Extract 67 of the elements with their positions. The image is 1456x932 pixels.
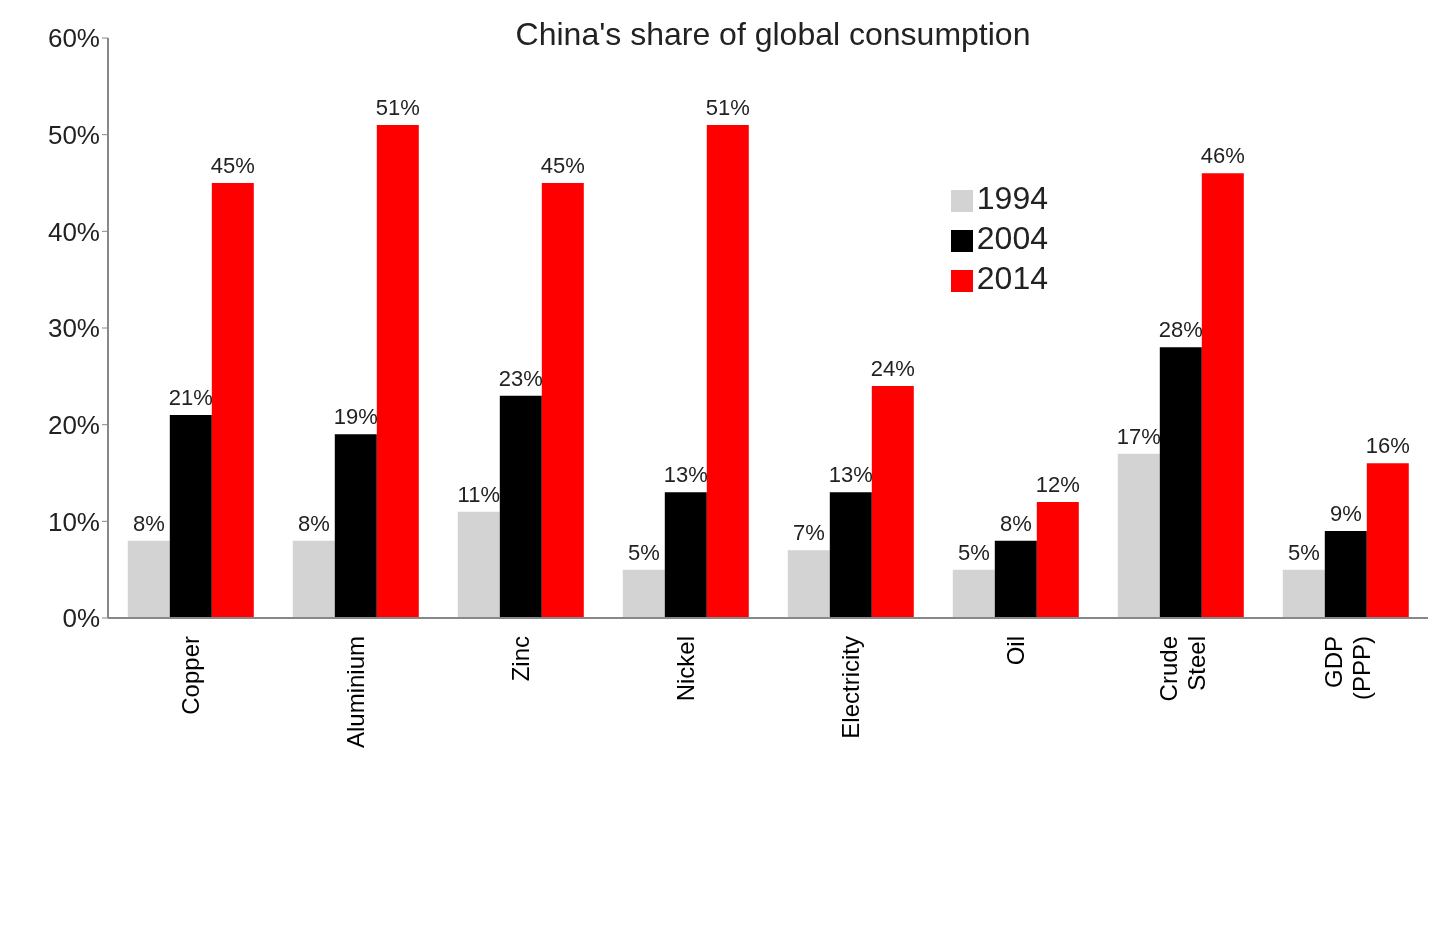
bar bbox=[457, 511, 500, 618]
bar bbox=[1366, 463, 1409, 618]
legend-label: 2014 bbox=[976, 260, 1048, 296]
y-tick-label: 50% bbox=[47, 119, 100, 150]
y-tick-label: 60% bbox=[47, 23, 100, 54]
data-label: 17% bbox=[1116, 423, 1161, 449]
bar bbox=[1117, 453, 1160, 618]
data-label: 11% bbox=[457, 481, 500, 507]
x-tick-label: Zinc bbox=[506, 636, 534, 682]
data-label: 5% bbox=[1287, 539, 1320, 565]
data-label: 23% bbox=[498, 365, 543, 391]
bar bbox=[499, 395, 542, 618]
x-tick-label: Crude Steel bbox=[1154, 636, 1210, 702]
bar bbox=[169, 415, 212, 618]
data-label: 28% bbox=[1158, 317, 1203, 343]
bar bbox=[994, 540, 1037, 618]
y-tick-label: 20% bbox=[47, 409, 100, 440]
bar bbox=[376, 125, 419, 618]
data-label: 45% bbox=[210, 153, 255, 178]
data-label: 19% bbox=[333, 404, 378, 430]
x-tick-label: Electricity bbox=[836, 636, 864, 739]
data-label: 24% bbox=[870, 356, 915, 381]
bar bbox=[127, 540, 170, 618]
x-tick-label: Copper bbox=[176, 636, 204, 715]
y-tick-label: 10% bbox=[47, 506, 100, 537]
data-label: 5% bbox=[957, 539, 990, 565]
x-tick-label: Nickel bbox=[671, 636, 699, 702]
bar bbox=[1282, 569, 1325, 618]
bar bbox=[706, 125, 749, 618]
bar bbox=[334, 434, 377, 618]
data-label: 46% bbox=[1200, 143, 1245, 169]
data-label: 7% bbox=[792, 520, 825, 546]
y-tick-label: 40% bbox=[47, 216, 100, 247]
bar bbox=[871, 386, 914, 618]
bar bbox=[787, 550, 830, 618]
data-label: 51% bbox=[375, 95, 420, 120]
data-label: 8% bbox=[297, 510, 330, 536]
data-label: 9% bbox=[1329, 501, 1362, 526]
y-tick-label: 0% bbox=[62, 603, 100, 634]
data-label: 13% bbox=[663, 462, 708, 488]
data-label: 45% bbox=[540, 153, 585, 178]
bar bbox=[952, 569, 995, 618]
legend-label: 1994 bbox=[976, 180, 1048, 216]
bar bbox=[664, 492, 707, 618]
data-label: 13% bbox=[828, 462, 873, 488]
legend-label: 2004 bbox=[976, 220, 1048, 256]
bar bbox=[1324, 531, 1367, 618]
data-label: 51% bbox=[705, 95, 750, 120]
chart-title: China's share of global consumption bbox=[514, 16, 1032, 53]
bar bbox=[829, 492, 872, 618]
bar bbox=[1036, 502, 1079, 618]
x-tick-label: Aluminium bbox=[341, 636, 369, 749]
data-label: 8% bbox=[999, 510, 1032, 536]
data-label: 8% bbox=[132, 510, 165, 536]
bar bbox=[1159, 347, 1202, 618]
bar bbox=[292, 540, 335, 618]
x-tick-label: Oil bbox=[1001, 636, 1029, 666]
data-label: 5% bbox=[627, 539, 660, 565]
bar bbox=[622, 569, 665, 618]
x-tick-label: GDP (PPP) bbox=[1319, 636, 1375, 701]
data-label: 16% bbox=[1365, 433, 1410, 459]
y-tick-label: 30% bbox=[47, 313, 100, 344]
bar bbox=[211, 183, 254, 618]
bar bbox=[541, 183, 584, 618]
data-label: 12% bbox=[1035, 472, 1080, 497]
bar bbox=[1201, 173, 1244, 618]
data-label: 21% bbox=[168, 385, 213, 410]
